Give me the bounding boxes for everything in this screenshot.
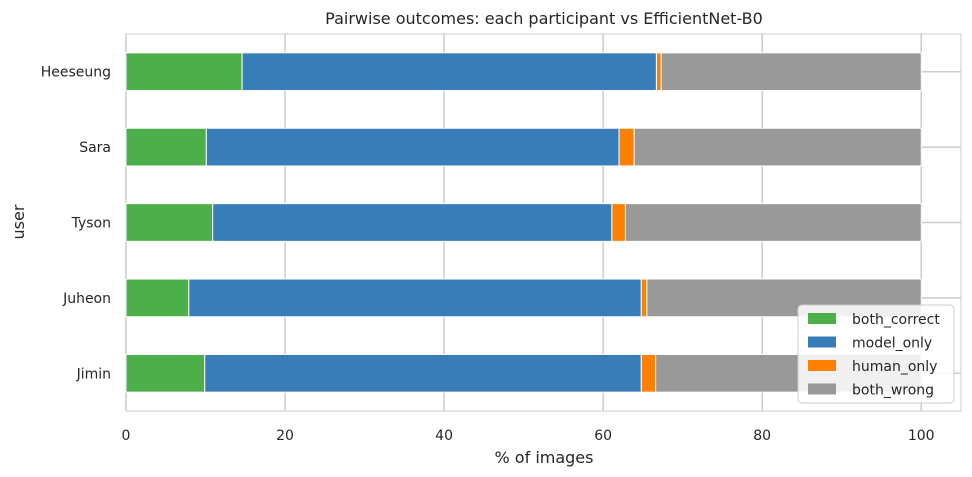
x-tick-label: 20 [276,428,294,444]
bar-human-only-jimin [640,353,657,393]
y-tick-label: Jimin [76,366,111,382]
bar-both-wrong-heeseung [660,52,922,92]
y-axis-ticks: Jimin Juheon Tyson Sara Heeseung [41,65,111,383]
chart-title: Pairwise outcomes: each participant vs E… [325,9,763,28]
legend-entry: both_wrong [852,383,934,399]
y-axis-label: user [9,204,28,239]
bar-human-only-sara [618,127,635,167]
y-tick-label: Tyson [71,216,111,232]
x-axis-ticks: 0 20 40 60 80 100 [122,428,935,444]
bar-both-correct-jimin [125,353,206,393]
y-tick-label: Sara [79,140,111,156]
legend-entry: both_correct [852,312,940,328]
bar-both-correct-sara [125,127,207,167]
bar-model-only-heeseung [241,52,657,92]
bar-model-only-juheon [188,278,642,318]
bar-both-correct-heeseung [125,52,243,92]
legend-frame [797,304,955,404]
legend-swatch [808,383,836,395]
bar-both-wrong-sara [633,127,922,167]
bar-both-correct-juheon [125,278,190,318]
bar-model-only-jimin [204,353,642,393]
x-tick-label: 60 [594,428,612,444]
x-tick-label: 40 [435,428,453,444]
y-tick-label: Juheon [62,291,111,307]
x-tick-label: 80 [753,428,771,444]
x-tick-label: 0 [122,428,131,444]
x-tick-label: 100 [908,428,935,444]
bar-human-only-heeseung [655,52,662,92]
legend-entry: model_only [852,336,932,352]
legend: both_correct model_only human_only both_wro… [797,304,955,404]
bar-model-only-sara [205,127,620,167]
bar-human-only-juheon [640,278,648,318]
legend-swatch [808,336,836,348]
legend-entry: human_only [852,359,937,375]
bar-both-wrong-tyson [624,203,922,242]
bars [125,52,922,393]
bar-model-only-tyson [212,203,613,242]
x-axis-label: % of images [495,448,594,467]
bar-human-only-tyson [611,203,626,242]
bar-both-correct-tyson [125,203,214,242]
legend-swatch [808,313,836,324]
legend-swatch [808,360,836,371]
y-tick-label: Heeseung [41,65,111,81]
